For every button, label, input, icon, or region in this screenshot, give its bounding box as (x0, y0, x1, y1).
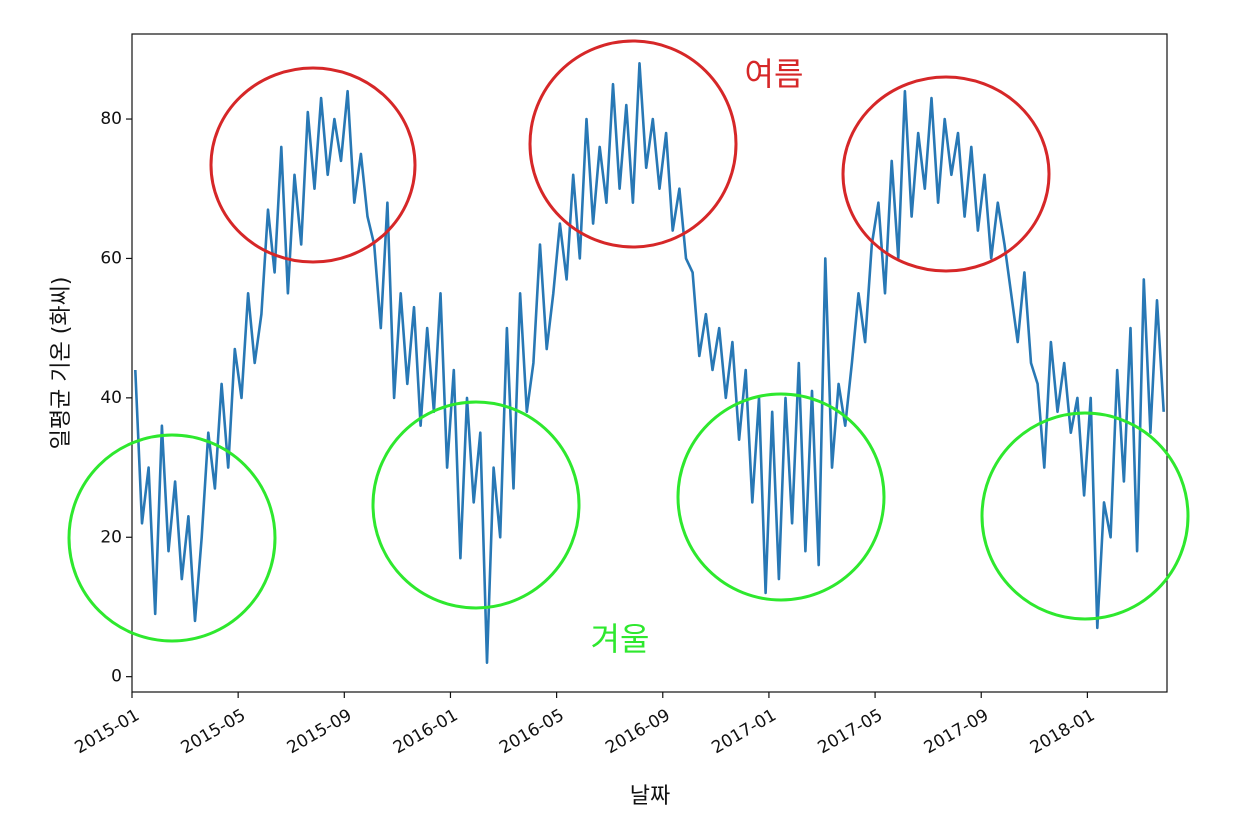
x-tick-label: 2015-01 (71, 705, 143, 758)
x-tick-label: 2016-05 (496, 705, 568, 758)
annotation: 여름 (745, 55, 804, 93)
summer-circle (209, 66, 417, 264)
x-tick-label: 2016-09 (602, 705, 674, 758)
summer-circle (528, 39, 738, 249)
x-tick-label: 2015-05 (178, 705, 250, 758)
x-tick-label: 2018-01 (1027, 705, 1099, 758)
x-axis-label: 날짜 (630, 784, 670, 809)
annotation: 겨울 (591, 620, 650, 658)
y-tick-label: 80 (100, 109, 122, 129)
annotation-circles (67, 39, 1190, 643)
x-tick-label: 2015-09 (284, 705, 356, 758)
y-tick-label: 40 (100, 388, 122, 408)
winter-circle (371, 400, 581, 610)
x-tick-label: 2017-09 (921, 705, 993, 758)
plot-frame (131, 33, 1168, 693)
x-tick-label: 2017-01 (708, 705, 780, 758)
temperature-line (134, 62, 1165, 664)
winter-circle (676, 392, 886, 602)
x-tick-label: 2017-05 (815, 705, 887, 758)
y-axis-label: 일평균 기온 (화씨) (49, 277, 74, 450)
y-tick-label: 20 (100, 527, 122, 547)
winter-circle (67, 433, 277, 643)
y-tick-label: 0 (111, 667, 122, 687)
x-tick-label: 2016-01 (390, 705, 462, 758)
y-tick-label: 60 (100, 248, 122, 268)
winter-circle (980, 411, 1190, 621)
summer-circle (841, 75, 1051, 273)
